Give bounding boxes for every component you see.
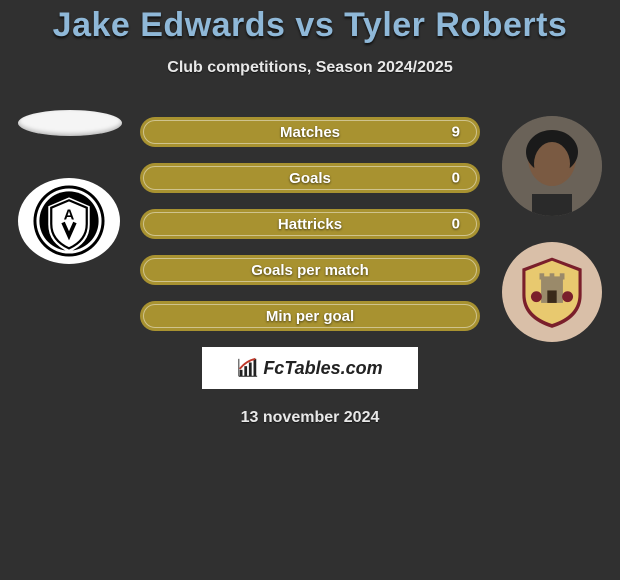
stat-label: Hattricks (278, 216, 342, 233)
stat-label: Matches (280, 124, 340, 141)
bars-list: Matches 9 Goals 0 Hattricks 0 Goals per … (140, 117, 480, 331)
stat-bar: Min per goal (140, 301, 480, 331)
stat-value-right: 0 (452, 170, 460, 187)
stat-label: Min per goal (266, 308, 354, 325)
page-title: Jake Edwards vs Tyler Roberts (0, 6, 620, 45)
stat-value-right: 0 (452, 216, 460, 233)
watermark-badge: FcTables.com (202, 347, 418, 389)
stat-label: Goals (289, 170, 331, 187)
stat-value-right: 9 (452, 124, 460, 141)
comparison-card: Jake Edwards vs Tyler Roberts Club compe… (0, 0, 620, 427)
stat-bar: Goals per match (140, 255, 480, 285)
stat-bar: Hattricks 0 (140, 209, 480, 239)
stats-bars: Matches 9 Goals 0 Hattricks 0 Goals per … (0, 117, 620, 427)
bar-chart-icon (237, 357, 259, 379)
stat-bar: Matches 9 (140, 117, 480, 147)
stat-bar: Goals 0 (140, 163, 480, 193)
watermark-text: FcTables.com (263, 358, 382, 379)
snapshot-date: 13 november 2024 (0, 409, 620, 427)
stat-label: Goals per match (251, 262, 369, 279)
season-subtitle: Club competitions, Season 2024/2025 (0, 59, 620, 77)
